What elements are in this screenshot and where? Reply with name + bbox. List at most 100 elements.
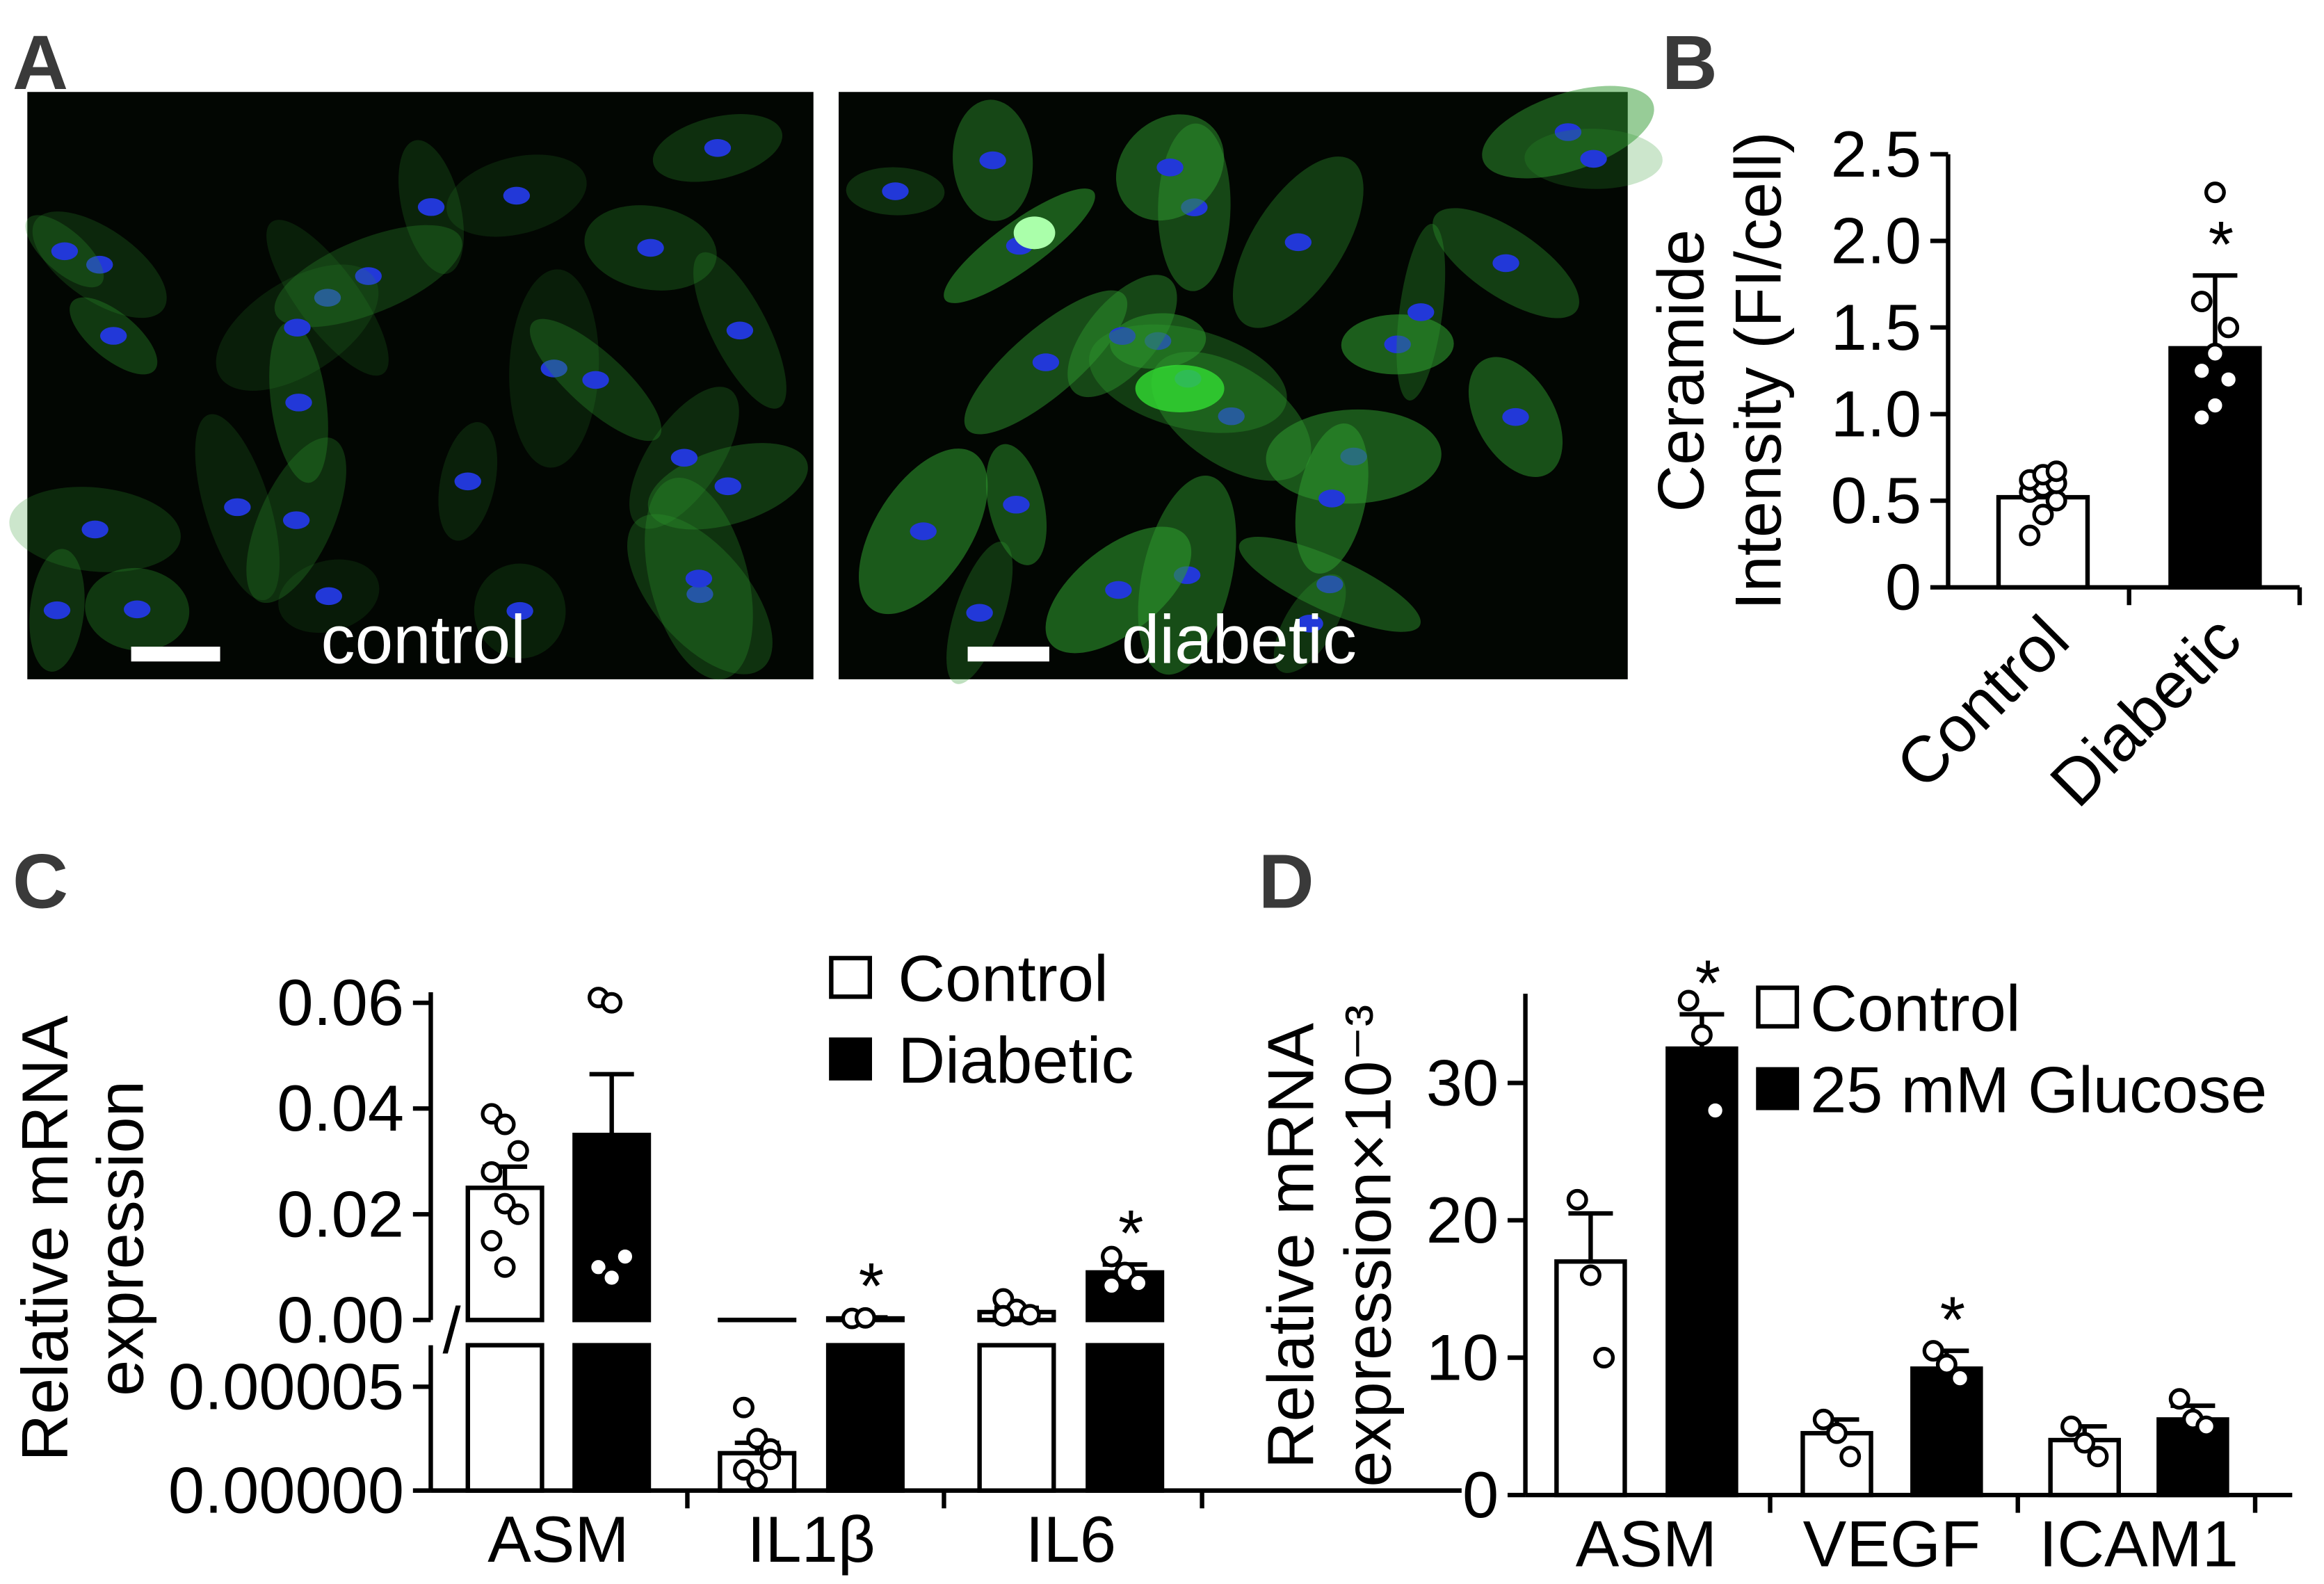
nucleus bbox=[686, 585, 713, 604]
data-point bbox=[481, 1103, 503, 1125]
legend-label: Diabetic bbox=[898, 1024, 1133, 1097]
data-point bbox=[759, 1448, 782, 1471]
data-point bbox=[2204, 342, 2226, 364]
data-point bbox=[1593, 1347, 1615, 1368]
bar bbox=[1086, 1343, 1165, 1493]
nucleus bbox=[1003, 495, 1030, 514]
y-tick-label: 0 bbox=[1462, 1458, 1499, 1531]
panel-label: D bbox=[1259, 838, 1314, 924]
error-bar bbox=[2193, 273, 2238, 348]
data-point bbox=[614, 1245, 636, 1268]
data-point bbox=[2204, 181, 2226, 204]
cell-body bbox=[1135, 364, 1225, 412]
nucleus bbox=[882, 182, 909, 200]
y-tick-label: 2.0 bbox=[1831, 204, 1921, 277]
nucleus bbox=[1218, 407, 1245, 426]
data-point bbox=[1127, 1272, 1149, 1294]
data-point bbox=[1812, 1408, 1834, 1430]
y-axis-label: Intensity (FI/cell) bbox=[1721, 131, 1794, 610]
nucleus bbox=[582, 371, 609, 389]
legend-label: Control bbox=[1810, 971, 2021, 1044]
y-tick-label: 0 bbox=[1885, 551, 1921, 624]
y-tick-label: 1.5 bbox=[1831, 291, 1921, 364]
data-point bbox=[481, 1161, 503, 1183]
nucleus bbox=[124, 600, 151, 619]
nucleus bbox=[81, 520, 108, 539]
data-point bbox=[588, 1256, 609, 1278]
data-point bbox=[2218, 369, 2240, 391]
micrograph-caption: diabetic bbox=[1122, 601, 1357, 677]
x-tick-label: Diabetic bbox=[2036, 601, 2254, 820]
nucleus bbox=[1492, 254, 1519, 273]
nucleus bbox=[285, 394, 312, 412]
data-point bbox=[1101, 1275, 1122, 1297]
y-axis-label: expression×10⁻³ bbox=[1331, 1005, 1404, 1487]
data-point bbox=[2190, 291, 2213, 313]
nucleus bbox=[1384, 335, 1411, 354]
data-point bbox=[854, 1307, 876, 1329]
data-point bbox=[733, 1396, 755, 1419]
nucleus bbox=[1407, 303, 1435, 321]
nucleus bbox=[282, 511, 310, 529]
y-tick-label: 1.0 bbox=[1831, 378, 1921, 451]
nucleus bbox=[1318, 490, 1346, 508]
x-tick-label: IL1β bbox=[747, 1503, 875, 1576]
nucleus bbox=[1108, 327, 1136, 345]
nucleus bbox=[86, 255, 113, 274]
data-point bbox=[992, 1304, 1015, 1327]
nucleus bbox=[355, 267, 382, 285]
data-point bbox=[1101, 1245, 1122, 1268]
nucleus bbox=[1296, 615, 1323, 633]
data-point bbox=[2019, 524, 2041, 547]
x-tick-label: IL6 bbox=[1026, 1503, 1116, 1576]
y-tick-label: 0.06 bbox=[277, 966, 404, 1039]
data-point bbox=[2060, 1415, 2082, 1437]
data-point bbox=[1935, 1353, 1958, 1375]
data-point bbox=[1579, 1264, 1601, 1286]
significance: * bbox=[1940, 1283, 1966, 1356]
significance: * bbox=[1695, 946, 1721, 1019]
legend-swatch bbox=[1756, 1067, 1800, 1110]
data-point bbox=[1949, 1367, 1971, 1389]
nucleus bbox=[454, 472, 481, 491]
panel-label: C bbox=[13, 838, 68, 924]
data-point bbox=[2074, 1432, 2096, 1454]
data-point bbox=[1826, 1422, 1848, 1444]
nucleus bbox=[1316, 575, 1343, 594]
data-point bbox=[481, 1229, 503, 1252]
data-point bbox=[2195, 1415, 2218, 1437]
legend-swatch bbox=[1756, 985, 1800, 1029]
nucleus bbox=[979, 151, 1006, 170]
data-point bbox=[2190, 407, 2213, 428]
axis-break: / bbox=[443, 1293, 462, 1366]
nucleus bbox=[1032, 353, 1060, 371]
data-point bbox=[494, 1113, 516, 1136]
data-point bbox=[1690, 1024, 1713, 1046]
data-point bbox=[507, 1203, 529, 1225]
micrograph bbox=[27, 92, 814, 679]
bar bbox=[1910, 1366, 1983, 1498]
nucleus bbox=[99, 327, 127, 345]
error-bar bbox=[589, 1072, 634, 1136]
nucleus bbox=[284, 318, 311, 337]
x-tick-label: ICAM1 bbox=[2039, 1507, 2238, 1580]
y-tick-label: 10 bbox=[1426, 1320, 1499, 1393]
data-point bbox=[2218, 316, 2240, 339]
data-point bbox=[494, 1256, 516, 1278]
nucleus bbox=[704, 138, 732, 157]
panel-label: A bbox=[13, 19, 68, 106]
cell-body bbox=[1013, 216, 1056, 250]
nucleus bbox=[714, 477, 741, 496]
legend-label: Control bbox=[898, 942, 1108, 1015]
bar bbox=[1665, 1046, 1738, 1498]
y-axis-label: expression bbox=[84, 1081, 157, 1396]
nucleus bbox=[51, 242, 79, 261]
data-point bbox=[2087, 1446, 2109, 1468]
y-tick-label: 0.00005 bbox=[168, 1350, 404, 1423]
bar bbox=[572, 1343, 652, 1493]
y-tick-label: 0.00000 bbox=[168, 1454, 404, 1527]
nucleus bbox=[506, 601, 533, 620]
nucleus bbox=[315, 587, 342, 606]
nucleus bbox=[1284, 233, 1312, 252]
